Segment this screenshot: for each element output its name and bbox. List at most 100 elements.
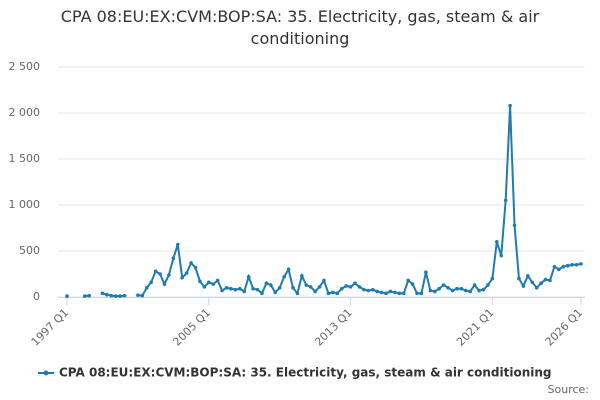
point: [269, 283, 273, 287]
point: [508, 103, 512, 108]
point: [357, 285, 362, 289]
x-tick-label: 2005 Q1: [170, 306, 213, 349]
point: [410, 282, 415, 286]
point: [455, 286, 459, 291]
point: [246, 274, 251, 279]
point: [468, 289, 473, 294]
point: [353, 281, 357, 286]
point: [521, 284, 526, 288]
point: [113, 294, 118, 298]
point: [543, 277, 548, 282]
point: [224, 286, 229, 290]
point: [211, 282, 216, 286]
y-tick-label: 500: [19, 244, 40, 257]
point: [375, 289, 379, 294]
point: [406, 278, 410, 283]
point: [198, 279, 202, 284]
point: [477, 288, 481, 293]
point: [233, 287, 238, 292]
point: [446, 286, 450, 290]
point: [162, 282, 167, 286]
point: [344, 284, 348, 288]
x-tick-label: 1997 Q1: [29, 306, 72, 349]
point: [539, 281, 543, 286]
point: [331, 290, 335, 295]
point: [370, 287, 375, 292]
legend-marker: [43, 370, 49, 376]
point: [419, 291, 424, 296]
point: [65, 294, 69, 298]
point: [149, 280, 153, 285]
point: [238, 286, 242, 291]
x-tick-label: 2013 Q1: [312, 306, 355, 349]
point: [503, 198, 508, 203]
y-tick-label: 0: [33, 290, 40, 303]
point: [393, 290, 397, 295]
point: [175, 242, 180, 247]
point: [255, 287, 260, 292]
point: [215, 278, 220, 283]
point: [441, 283, 446, 287]
point: [251, 286, 255, 291]
point: [384, 291, 388, 296]
point: [534, 286, 539, 290]
y-tick-label: 2 500: [9, 60, 41, 73]
point: [282, 274, 286, 279]
point: [481, 287, 486, 292]
legend-label: CPA 08:EU:EX:CVM:BOP:SA: 35. Electricity…: [59, 366, 552, 380]
point: [242, 289, 247, 294]
point: [313, 289, 317, 294]
point: [273, 290, 278, 295]
point: [308, 285, 313, 289]
point: [171, 256, 176, 261]
point: [277, 286, 282, 290]
point: [463, 288, 468, 293]
point: [335, 291, 340, 296]
point: [388, 289, 393, 294]
point: [432, 289, 437, 294]
point: [322, 278, 326, 283]
point: [184, 271, 189, 275]
point: [574, 263, 579, 267]
point: [459, 286, 464, 291]
y-tick-label: 2 000: [9, 106, 41, 119]
point: [264, 281, 269, 286]
point: [486, 283, 490, 287]
point: [304, 283, 309, 287]
point: [401, 291, 406, 296]
point: [167, 273, 171, 277]
point: [291, 286, 295, 290]
point: [189, 261, 193, 265]
point: [450, 288, 455, 293]
point: [105, 292, 109, 297]
point: [220, 288, 224, 293]
x-tick-label: 2026 Q1: [543, 306, 586, 349]
point: [499, 253, 504, 258]
point: [286, 267, 291, 272]
point: [153, 269, 158, 274]
point: [512, 223, 517, 228]
point: [180, 275, 185, 280]
point: [158, 272, 162, 276]
point: [397, 291, 402, 296]
point: [379, 290, 384, 295]
point: [526, 274, 530, 278]
point: [517, 276, 521, 281]
point: [348, 285, 353, 289]
point: [565, 263, 570, 268]
point: [109, 293, 114, 298]
point: [122, 293, 127, 298]
point: [415, 291, 419, 296]
point: [579, 262, 583, 266]
point: [366, 288, 371, 293]
point: [552, 264, 557, 269]
point: [557, 267, 561, 272]
chart-title: CPA 08:EU:EX:CVM:BOP:SA: 35. Electricity…: [60, 7, 540, 48]
point: [87, 293, 91, 298]
point: [362, 287, 366, 292]
point: [472, 283, 477, 287]
point: [326, 291, 331, 296]
y-tick-label: 1 500: [9, 152, 41, 165]
point: [193, 265, 198, 270]
